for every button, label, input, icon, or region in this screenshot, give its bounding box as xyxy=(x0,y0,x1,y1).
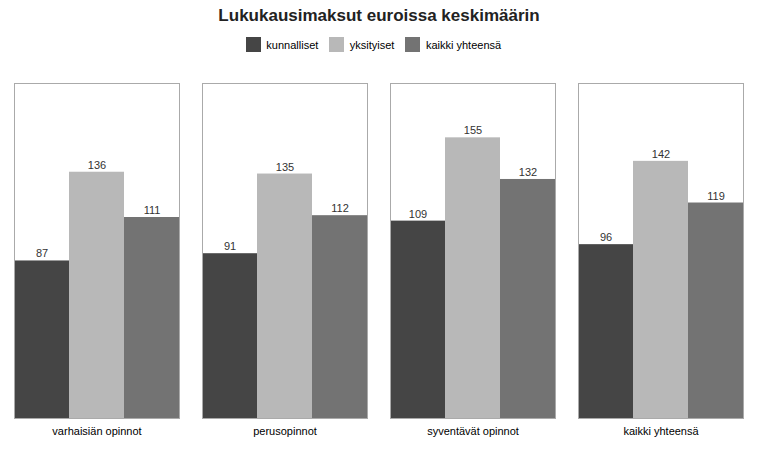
svg-text:87: 87 xyxy=(36,247,48,259)
svg-text:syventävät opinnot: syventävät opinnot xyxy=(427,425,519,437)
svg-text:142: 142 xyxy=(652,147,670,159)
svg-text:109: 109 xyxy=(409,207,427,219)
svg-text:perusopinnot: perusopinnot xyxy=(253,425,317,437)
svg-text:112: 112 xyxy=(331,202,349,214)
svg-text:132: 132 xyxy=(519,165,537,177)
svg-text:155: 155 xyxy=(464,124,482,136)
svg-text:96: 96 xyxy=(600,231,612,243)
svg-text:136: 136 xyxy=(88,158,106,170)
html-text:yksityiset: yksityiset xyxy=(349,38,395,51)
svg-text:135: 135 xyxy=(276,160,294,172)
html-text:Lukukausimaksut euroissa keski: Lukukausimaksut euroissa keskimäärin xyxy=(218,6,540,25)
svg-text:111: 111 xyxy=(144,204,161,216)
svg-text:119: 119 xyxy=(707,189,725,201)
html-text:kunnalliset: kunnalliset xyxy=(266,38,319,51)
svg-text:varhaisiän opinnot: varhaisiän opinnot xyxy=(52,425,141,437)
html-text:kaikki yhteensä: kaikki yhteensä xyxy=(425,38,502,51)
svg-text:kaikki yhteensä: kaikki yhteensä xyxy=(623,425,699,437)
svg-text:91: 91 xyxy=(224,240,236,252)
